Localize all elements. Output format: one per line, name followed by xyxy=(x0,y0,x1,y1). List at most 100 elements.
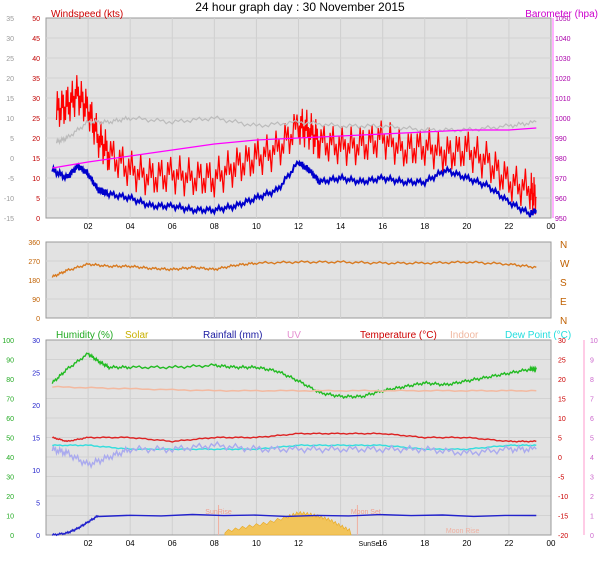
humidity-tick: 60 xyxy=(6,416,14,423)
uv-tick: 0 xyxy=(590,533,594,540)
right-tick: 950 xyxy=(555,216,567,223)
left-tick: 0 xyxy=(36,216,40,223)
right-tick: 1040 xyxy=(555,36,571,43)
temp-tick: 30 xyxy=(558,338,566,345)
x-tick-label: 18 xyxy=(420,222,429,231)
temp-tick: -10 xyxy=(558,494,568,501)
right-tick: 1010 xyxy=(555,96,571,103)
moonset-label: Moon Set xyxy=(351,509,381,516)
outer-left-tick: 15 xyxy=(6,96,14,103)
legend-item: UV xyxy=(287,330,301,341)
series-gust xyxy=(55,75,537,215)
dir-right-tick: W xyxy=(560,259,570,270)
legend-item: Dew Point (°C) xyxy=(505,330,571,341)
humidity-tick: 40 xyxy=(6,455,14,462)
left-axis-label: Windspeed (kts) xyxy=(51,9,123,20)
series-barometer xyxy=(52,127,537,169)
temp-tick: 15 xyxy=(558,397,566,404)
uv-tick: 7 xyxy=(590,397,594,404)
right-tick: 1030 xyxy=(555,56,571,63)
left-tick: 10 xyxy=(32,176,40,183)
series-average xyxy=(51,159,537,218)
series-rainfall xyxy=(51,513,537,537)
left-tick: 45 xyxy=(32,36,40,43)
right-tick: 960 xyxy=(555,196,567,203)
outer-left-tick: -10 xyxy=(4,196,14,203)
x-tick-label: 08 xyxy=(210,222,219,231)
series-humidity xyxy=(51,352,537,400)
right-tick: 980 xyxy=(555,156,567,163)
x-tick-label: 12 xyxy=(294,222,303,231)
left-tick: 50 xyxy=(32,16,40,23)
x-tick-label: 04 xyxy=(126,539,135,548)
uv-tick: 2 xyxy=(590,494,594,501)
dir-right-tick: N xyxy=(560,240,567,251)
dir-right-tick: E xyxy=(560,297,567,308)
outer-left-tick: 5 xyxy=(10,136,14,143)
temp-tick: 0 xyxy=(558,455,562,462)
temp-tick: 5 xyxy=(558,436,562,443)
dir-right-tick: S xyxy=(560,278,567,289)
uv-tick: 3 xyxy=(590,475,594,482)
right-axis-label: Barometer (hpa) xyxy=(525,9,598,20)
moonrise-label: Moon Rise xyxy=(446,528,480,535)
x-tick-label: 06 xyxy=(168,222,177,231)
outer-left-tick: 30 xyxy=(6,36,14,43)
rain-tick: 20 xyxy=(32,403,40,410)
left-tick: 20 xyxy=(32,136,40,143)
dir-left-tick: 180 xyxy=(28,278,40,285)
rain-tick: 30 xyxy=(32,338,40,345)
x-tick-label: 20 xyxy=(462,222,471,231)
dir-right-tick: N xyxy=(560,316,567,327)
temp-tick: 25 xyxy=(558,358,566,365)
left-tick: 35 xyxy=(32,76,40,83)
humidity-tick: 80 xyxy=(6,377,14,384)
temp-tick: -5 xyxy=(558,475,564,482)
humidity-tick: 30 xyxy=(6,475,14,482)
x-tick-label: 20 xyxy=(462,539,471,548)
humidity-tick: 20 xyxy=(6,494,14,501)
series-dew_low xyxy=(51,440,537,470)
left-tick: 30 xyxy=(32,96,40,103)
temp-tick: -15 xyxy=(558,514,568,521)
x-tick-label: 04 xyxy=(126,222,135,231)
outer-left-tick: 25 xyxy=(6,56,14,63)
x-tick-label: 22 xyxy=(504,222,513,231)
x-tick-label: 16 xyxy=(378,222,387,231)
series-indoor xyxy=(52,385,537,393)
outer-left-tick: -5 xyxy=(8,176,14,183)
rain-tick: 0 xyxy=(36,533,40,540)
rain-tick: 10 xyxy=(32,468,40,475)
uv-tick: 5 xyxy=(590,436,594,443)
legend-item: Rainfall (mm) xyxy=(203,330,262,341)
humidity-tick: 90 xyxy=(6,358,14,365)
left-tick: 5 xyxy=(36,196,40,203)
right-tick: 990 xyxy=(555,136,567,143)
uv-tick: 1 xyxy=(590,514,594,521)
outer-left-tick: 10 xyxy=(6,116,14,123)
x-tick-label: 16 xyxy=(378,539,387,548)
dir-left-tick: 0 xyxy=(36,316,40,323)
rain-tick: 15 xyxy=(32,436,40,443)
dir-left-tick: 270 xyxy=(28,259,40,266)
x-tick-label: 02 xyxy=(84,539,93,548)
left-tick: 25 xyxy=(32,116,40,123)
right-tick: 1050 xyxy=(555,16,571,23)
legend-item: Indoor xyxy=(450,330,479,341)
x-tick-label: 22 xyxy=(504,539,513,548)
x-tick-label: 02 xyxy=(84,222,93,231)
temp-tick: 20 xyxy=(558,377,566,384)
rain-tick: 5 xyxy=(36,501,40,508)
right-tick: 1000 xyxy=(555,116,571,123)
x-tick-label: 08 xyxy=(210,539,219,548)
humidity-tick: 100 xyxy=(2,338,14,345)
sunrise-label: SunRise xyxy=(205,509,232,516)
x-tick-label: 10 xyxy=(252,222,261,231)
uv-tick: 4 xyxy=(590,455,594,462)
x-tick-label: 06 xyxy=(168,539,177,548)
dir-left-tick: 360 xyxy=(28,240,40,247)
series-direction xyxy=(51,260,537,278)
x-tick-label: 00 xyxy=(547,222,556,231)
